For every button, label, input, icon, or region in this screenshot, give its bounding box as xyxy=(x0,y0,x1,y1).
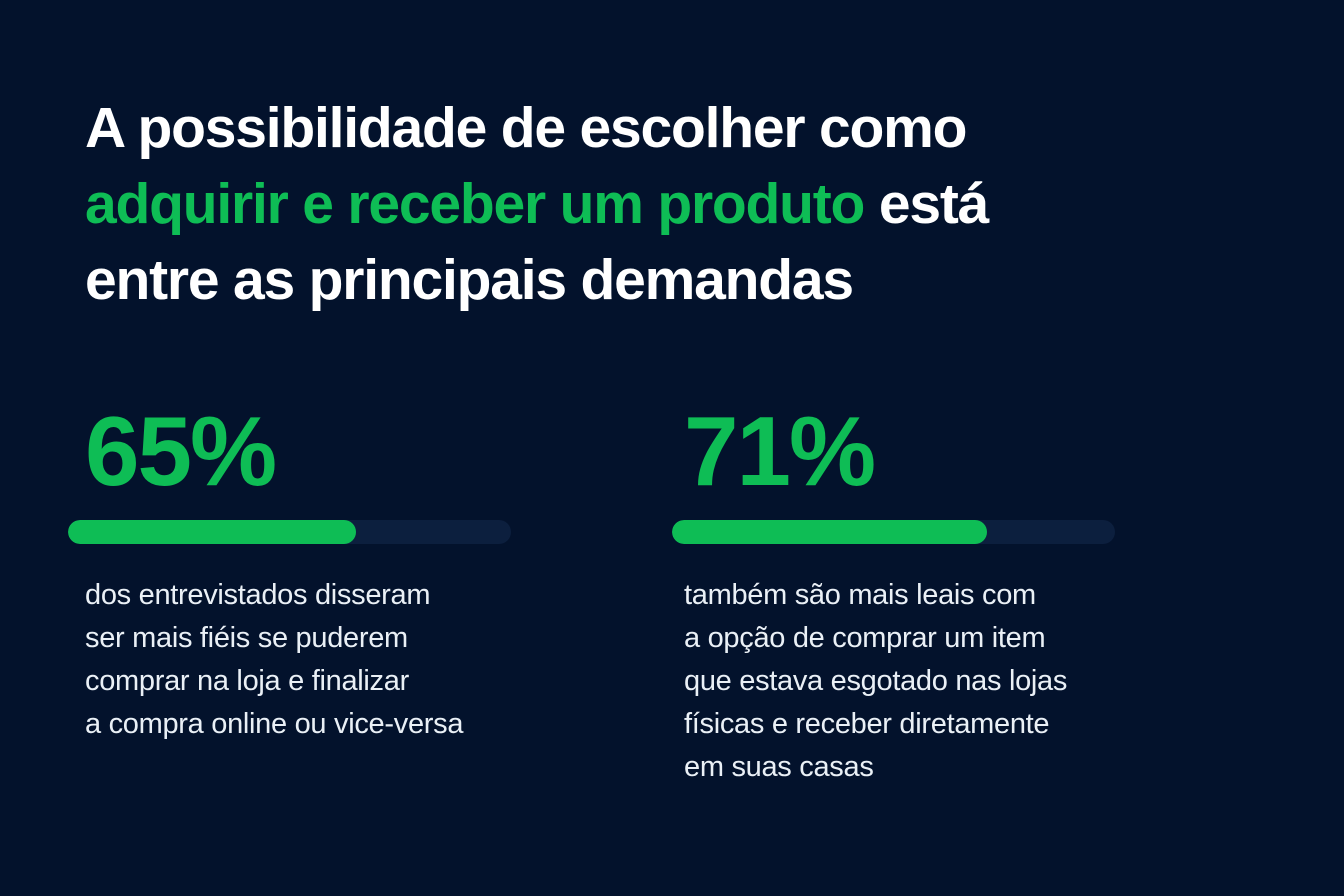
headline-highlight-text: adquirir e receber um produto xyxy=(85,172,865,236)
stat-description-71: também são mais leais com a opção de com… xyxy=(684,579,1068,783)
progress-bar-65-track xyxy=(68,520,511,544)
headline-line1-text: A possibilidade de escolher como xyxy=(85,96,967,160)
stat-value-71: 71% xyxy=(684,396,876,506)
headline-line-1: A possibilidade de escolher como xyxy=(85,90,988,166)
stat-value-65: 65% xyxy=(85,396,277,506)
headline-line2-rest-text: está xyxy=(864,172,989,236)
headline-line3-text: entre as principais demandas xyxy=(85,248,854,312)
headline-line-2: adquirir e receber um produto está xyxy=(85,166,989,242)
progress-bar-71-fill xyxy=(672,520,987,544)
progress-bar-65-fill xyxy=(68,520,356,544)
stat-description-65: dos entrevistados disseram ser mais fiéi… xyxy=(85,579,464,740)
page-title: A possibilidade de escolher como adquiri… xyxy=(85,90,989,318)
headline-line-3: entre as principais demandas xyxy=(85,242,988,318)
progress-bar-71-track xyxy=(672,520,1115,544)
